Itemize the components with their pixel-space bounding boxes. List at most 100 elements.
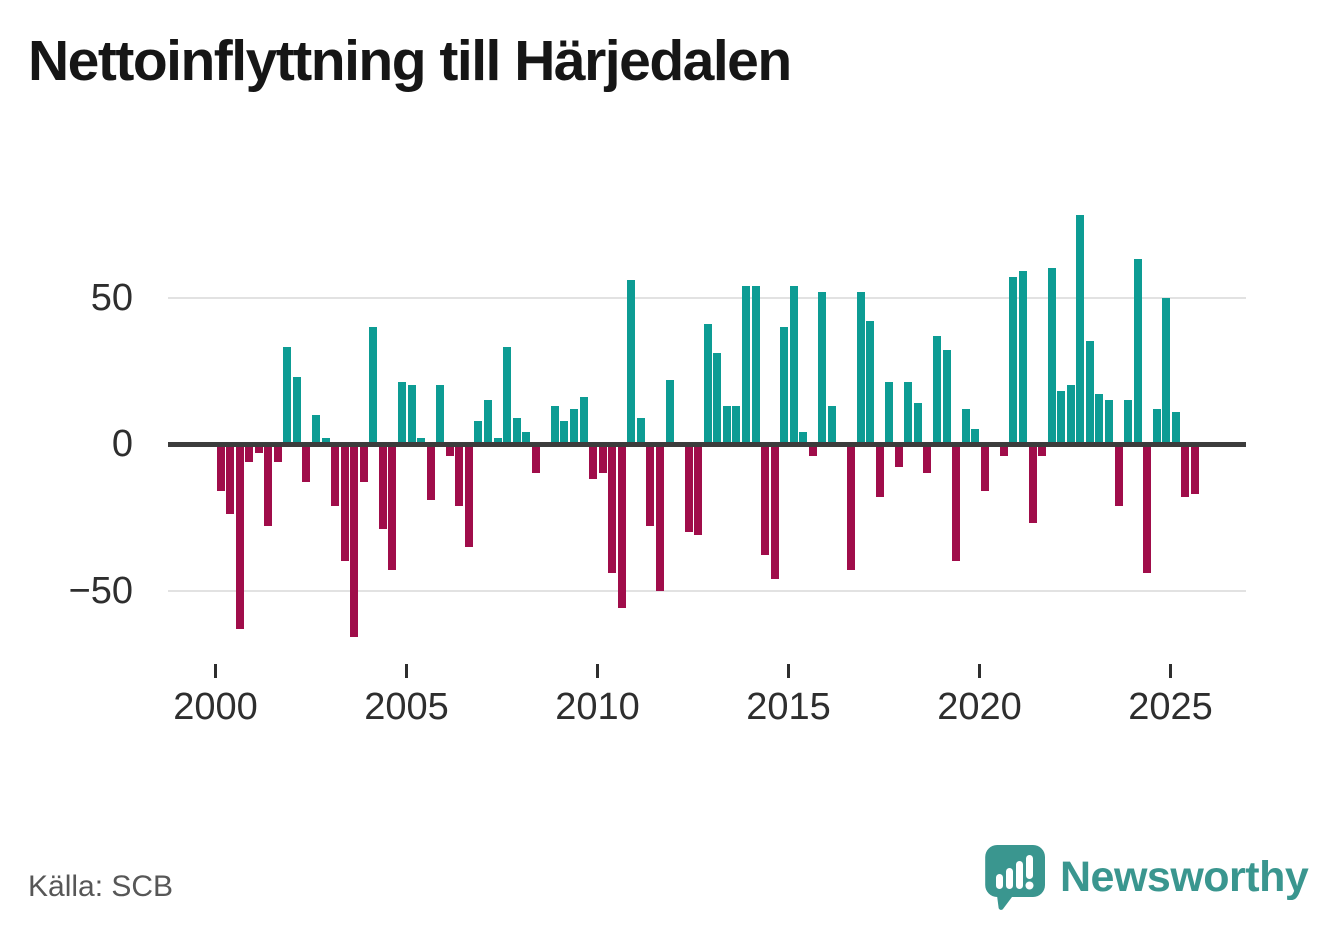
- x-axis-tick: [405, 664, 408, 678]
- bar: [646, 444, 655, 527]
- bar: [1114, 444, 1123, 506]
- bar: [445, 444, 454, 456]
- bar: [1133, 259, 1142, 444]
- x-axis-tick: [214, 664, 217, 678]
- bar: [254, 444, 263, 453]
- x-axis-tick: [596, 664, 599, 678]
- bar: [569, 408, 578, 444]
- x-axis-tick-label: 2015: [746, 686, 831, 728]
- bar: [579, 397, 588, 444]
- bar: [369, 326, 378, 444]
- bar: [847, 444, 856, 570]
- bar: [1009, 276, 1018, 444]
- bar: [904, 382, 913, 444]
- y-gridline: [168, 589, 1246, 592]
- bar: [1085, 341, 1094, 444]
- bar: [608, 444, 617, 573]
- bar: [245, 444, 254, 462]
- bar: [302, 444, 311, 483]
- bar: [1019, 271, 1028, 444]
- x-axis-tick-label: 2010: [555, 686, 640, 728]
- bar: [866, 320, 875, 444]
- bar: [216, 444, 225, 491]
- bar: [885, 382, 894, 444]
- bar: [999, 444, 1008, 456]
- x-axis-tick-label: 2020: [937, 686, 1022, 728]
- bar: [942, 350, 951, 444]
- bar: [933, 335, 942, 444]
- bar: [283, 347, 292, 444]
- bar: [235, 444, 244, 629]
- bar: [770, 444, 779, 579]
- bar: [636, 417, 645, 444]
- bar: [378, 444, 387, 529]
- bar: [598, 444, 607, 474]
- bar: [1047, 268, 1056, 444]
- bar: [531, 444, 540, 474]
- bar: [484, 400, 492, 444]
- bar: [503, 347, 512, 444]
- bar: [722, 405, 731, 444]
- bar: [894, 444, 903, 468]
- bar: [426, 444, 435, 500]
- bar: [780, 326, 789, 444]
- bar: [1152, 408, 1161, 444]
- bar: [971, 429, 980, 444]
- bar: [493, 438, 502, 444]
- bar: [340, 444, 349, 562]
- bar: [808, 444, 817, 456]
- y-axis-tick-label: 0: [111, 423, 133, 465]
- bar: [264, 444, 273, 527]
- bar: [1095, 394, 1104, 444]
- bar: [226, 444, 235, 515]
- newsworthy-logo: Newsworthy: [984, 844, 1309, 910]
- bar: [331, 444, 340, 506]
- bar: [617, 444, 626, 609]
- x-axis-tick: [787, 664, 790, 678]
- bar: [627, 279, 636, 444]
- bar: [1038, 444, 1047, 456]
- bar: [694, 444, 703, 535]
- bar: [1028, 444, 1037, 524]
- bar: [751, 285, 760, 444]
- bar: [713, 353, 722, 444]
- bar: [856, 291, 865, 444]
- bar: [550, 405, 559, 444]
- x-axis-tick-label: 2000: [173, 686, 258, 728]
- bar: [273, 444, 282, 462]
- bar: [398, 382, 407, 444]
- bar: [913, 402, 922, 444]
- bar: [388, 444, 397, 570]
- bar: [1181, 444, 1190, 497]
- bar: [923, 444, 932, 474]
- bar: [1076, 215, 1085, 444]
- bar: [799, 432, 808, 444]
- bar: [980, 444, 989, 491]
- source-label: Källa: SCB: [28, 870, 174, 903]
- bar: [684, 444, 693, 532]
- bar: [732, 405, 741, 444]
- bar: [818, 291, 827, 444]
- bar: [1171, 411, 1180, 444]
- x-axis-tick: [1169, 664, 1172, 678]
- bar: [359, 444, 368, 483]
- y-axis-tick-label: 50: [90, 276, 133, 319]
- bar-chart-speech-bubble-icon: [985, 845, 1045, 910]
- y-axis-tick-label: −50: [68, 569, 133, 612]
- bar: [961, 408, 970, 444]
- bar: [350, 444, 359, 638]
- bar: [741, 285, 750, 444]
- bar: [321, 438, 330, 444]
- bar: [1057, 391, 1066, 444]
- newsworthy-logo-text: Newsworthy: [1060, 852, 1309, 901]
- bar: [875, 444, 884, 497]
- bar: [703, 323, 712, 444]
- bar: [417, 438, 426, 444]
- bar: [512, 417, 521, 444]
- bar: [789, 285, 798, 444]
- bar: [1105, 400, 1114, 444]
- bar: [407, 385, 416, 444]
- bar: [1124, 400, 1133, 444]
- zero-baseline: [168, 441, 1246, 447]
